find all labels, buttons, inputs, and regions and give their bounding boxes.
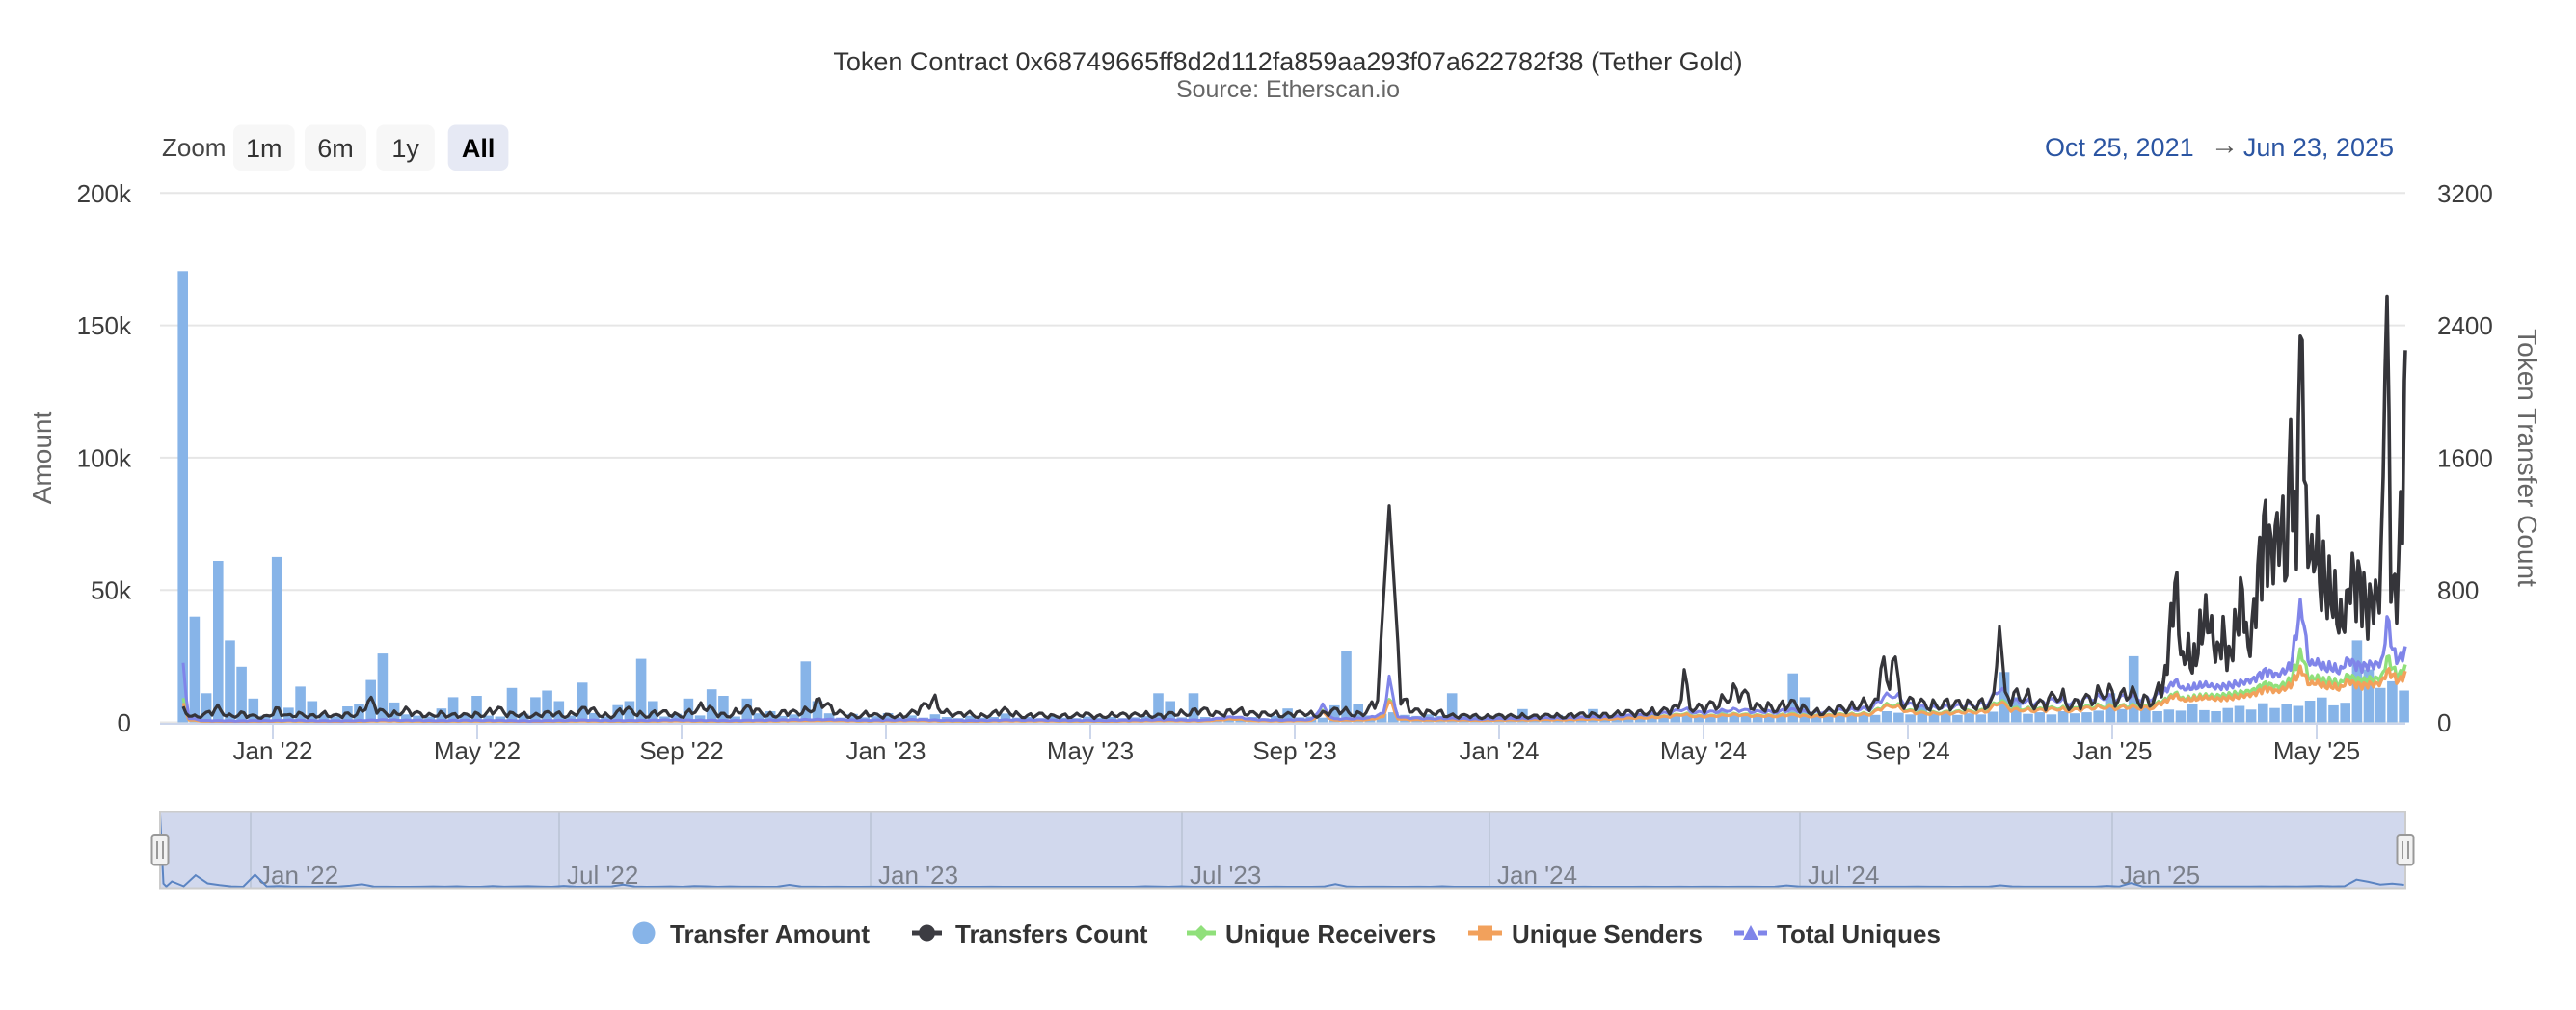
svg-text:2400: 2400	[2437, 311, 2493, 340]
svg-text:800: 800	[2437, 576, 2479, 605]
svg-text:1600: 1600	[2437, 443, 2493, 472]
svg-text:May '23: May '23	[1047, 736, 1134, 765]
svg-text:0: 0	[118, 708, 131, 737]
svg-text:Jul '24: Jul '24	[1808, 861, 1879, 890]
svg-text:Zoom: Zoom	[162, 133, 226, 162]
svg-text:Jan '24: Jan '24	[1459, 736, 1539, 765]
svg-text:Source: Etherscan.io: Source: Etherscan.io	[1176, 76, 1400, 103]
svg-text:150k: 150k	[77, 311, 132, 340]
svg-text:Unique Senders: Unique Senders	[1512, 919, 1703, 948]
svg-text:Sep '23: Sep '23	[1252, 736, 1336, 765]
svg-text:100k: 100k	[77, 443, 132, 472]
svg-text:Total Uniques: Total Uniques	[1777, 919, 1941, 948]
svg-text:May '24: May '24	[1660, 736, 1747, 765]
svg-text:Jan '25: Jan '25	[2072, 736, 2152, 765]
svg-text:1y: 1y	[391, 134, 419, 163]
svg-text:May '22: May '22	[434, 736, 521, 765]
svg-text:Jan '22: Jan '22	[258, 861, 338, 890]
svg-text:Transfers Count: Transfers Count	[955, 919, 1148, 948]
svg-text:Jun 23, 2025: Jun 23, 2025	[2243, 133, 2394, 162]
svg-text:Jan '25: Jan '25	[2120, 861, 2200, 890]
svg-text:0: 0	[2437, 708, 2451, 737]
svg-text:Oct 25, 2021: Oct 25, 2021	[2045, 133, 2194, 162]
svg-text:1m: 1m	[246, 134, 282, 163]
svg-text:Jan '24: Jan '24	[1497, 861, 1577, 890]
svg-text:Sep '22: Sep '22	[639, 736, 723, 765]
svg-text:50k: 50k	[91, 576, 132, 605]
svg-text:Amount: Amount	[27, 412, 57, 505]
svg-text:Sep '24: Sep '24	[1865, 736, 1949, 765]
svg-text:Token Transfer Count: Token Transfer Count	[2512, 329, 2542, 587]
svg-text:Unique Receivers: Unique Receivers	[1225, 919, 1436, 948]
svg-text:3200: 3200	[2437, 179, 2493, 208]
svg-text:Transfer Amount: Transfer Amount	[670, 919, 870, 948]
svg-text:Jul '23: Jul '23	[1190, 861, 1261, 890]
svg-text:200k: 200k	[77, 179, 132, 208]
svg-text:May '25: May '25	[2273, 736, 2360, 765]
svg-text:6m: 6m	[317, 134, 354, 163]
svg-text:→: →	[2211, 130, 2239, 161]
svg-text:Token Contract 0x68749665ff8d2: Token Contract 0x68749665ff8d2d112fa859a…	[833, 47, 1742, 76]
svg-text:Jan '23: Jan '23	[878, 861, 958, 890]
svg-text:Jan '23: Jan '23	[845, 736, 926, 765]
svg-text:Jan '22: Jan '22	[232, 736, 312, 765]
svg-text:All: All	[462, 134, 496, 163]
